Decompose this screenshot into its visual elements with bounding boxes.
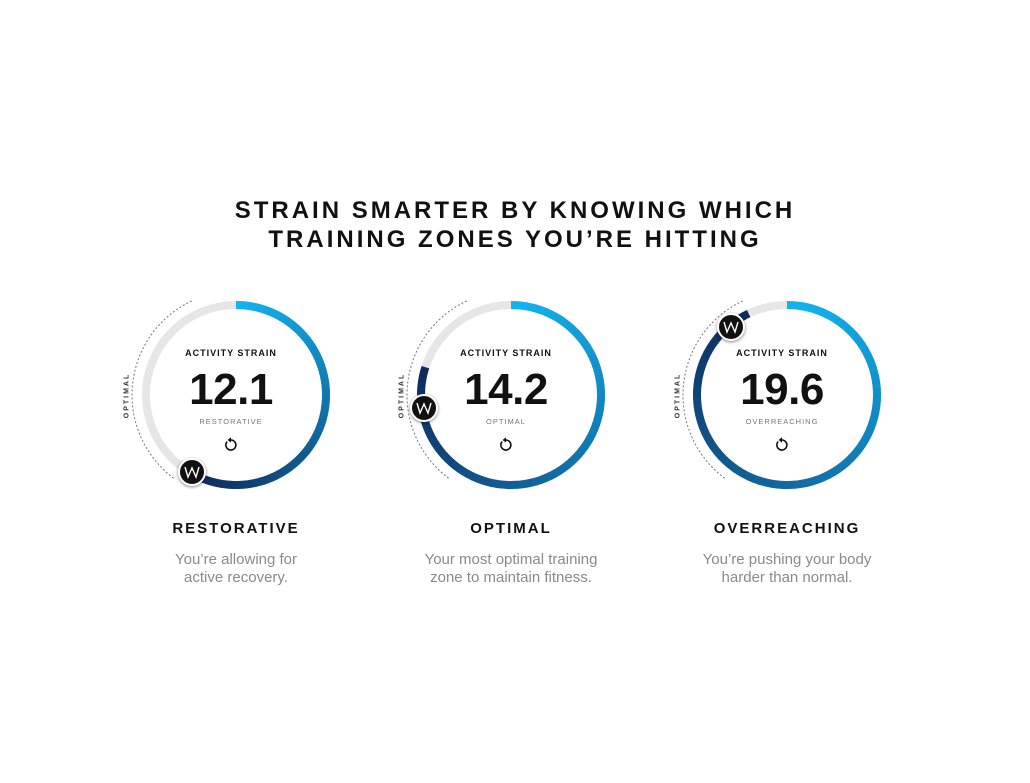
card-description-line-2: harder than normal. (721, 569, 853, 586)
optimal-zone-arc (682, 300, 743, 480)
zone-label: OVERREACHING (745, 417, 819, 426)
gauge-ring (682, 300, 881, 489)
card-title: RESTORATIVE (172, 520, 300, 537)
optimal-zone-tag: OPTIMAL (123, 372, 131, 419)
headline: STRAIN SMARTER BY KNOWING WHICH TRAINING… (0, 196, 1030, 254)
card-description-line-1: You’re allowing for (174, 551, 298, 568)
whoop-logo-icon (184, 466, 200, 479)
optimal-zone-arc (131, 300, 192, 480)
whoop-logo-knob[interactable] (717, 313, 745, 341)
card-description-line-1: Your most optimal training (424, 551, 598, 568)
card-description: You’re pushing your body harder than nor… (667, 551, 907, 587)
zone-label: OPTIMAL (486, 417, 526, 426)
whoop-logo-knob[interactable] (178, 458, 206, 486)
zone-label: RESTORATIVE (199, 417, 263, 426)
refresh-icon[interactable] (772, 435, 792, 455)
gauge-ring (131, 300, 330, 489)
whoop-logo-icon (723, 321, 739, 334)
gauge-progress-segment (420, 365, 430, 374)
optimal-zone-tag: OPTIMAL (398, 372, 406, 419)
card-description-line-1: You’re pushing your body (702, 551, 872, 568)
strain-gauge: OPTIMAL ACTIVITY STRAIN 19.6 OVERREACHIN… (667, 280, 907, 586)
strain-gauge: OPTIMAL ACTIVITY STRAIN 14.2 OPTIMAL OPT… (391, 280, 631, 586)
optimal-zone-arc (406, 300, 467, 480)
metric-label: ACTIVITY STRAIN (736, 348, 828, 358)
headline-line-2: TRAINING ZONES YOU’RE HITTING (268, 226, 762, 253)
strain-value: 19.6 (740, 365, 824, 414)
gauge-progress-segment (741, 309, 751, 320)
strain-value: 14.2 (464, 365, 548, 414)
headline-line-1: STRAIN SMARTER BY KNOWING WHICH (234, 197, 796, 224)
optimal-zone-tag: OPTIMAL (674, 372, 682, 419)
card-description-line-2: zone to maintain fitness. (430, 569, 592, 586)
card-description: Your most optimal training zone to maint… (391, 551, 631, 587)
card-title: OPTIMAL (470, 520, 552, 537)
card-description: You’re allowing for active recovery. (116, 551, 356, 587)
strain-value: 12.1 (189, 365, 273, 414)
whoop-logo-icon (416, 402, 432, 415)
refresh-icon[interactable] (221, 435, 241, 455)
metric-label: ACTIVITY STRAIN (460, 348, 552, 358)
strain-gauge: OPTIMAL ACTIVITY STRAIN 12.1 RESTORATIVE… (116, 280, 356, 586)
whoop-logo-knob[interactable] (410, 394, 438, 422)
card-description-line-2: active recovery. (184, 569, 288, 586)
refresh-icon[interactable] (496, 435, 516, 455)
metric-label: ACTIVITY STRAIN (185, 348, 277, 358)
card-title: OVERREACHING (713, 520, 861, 537)
